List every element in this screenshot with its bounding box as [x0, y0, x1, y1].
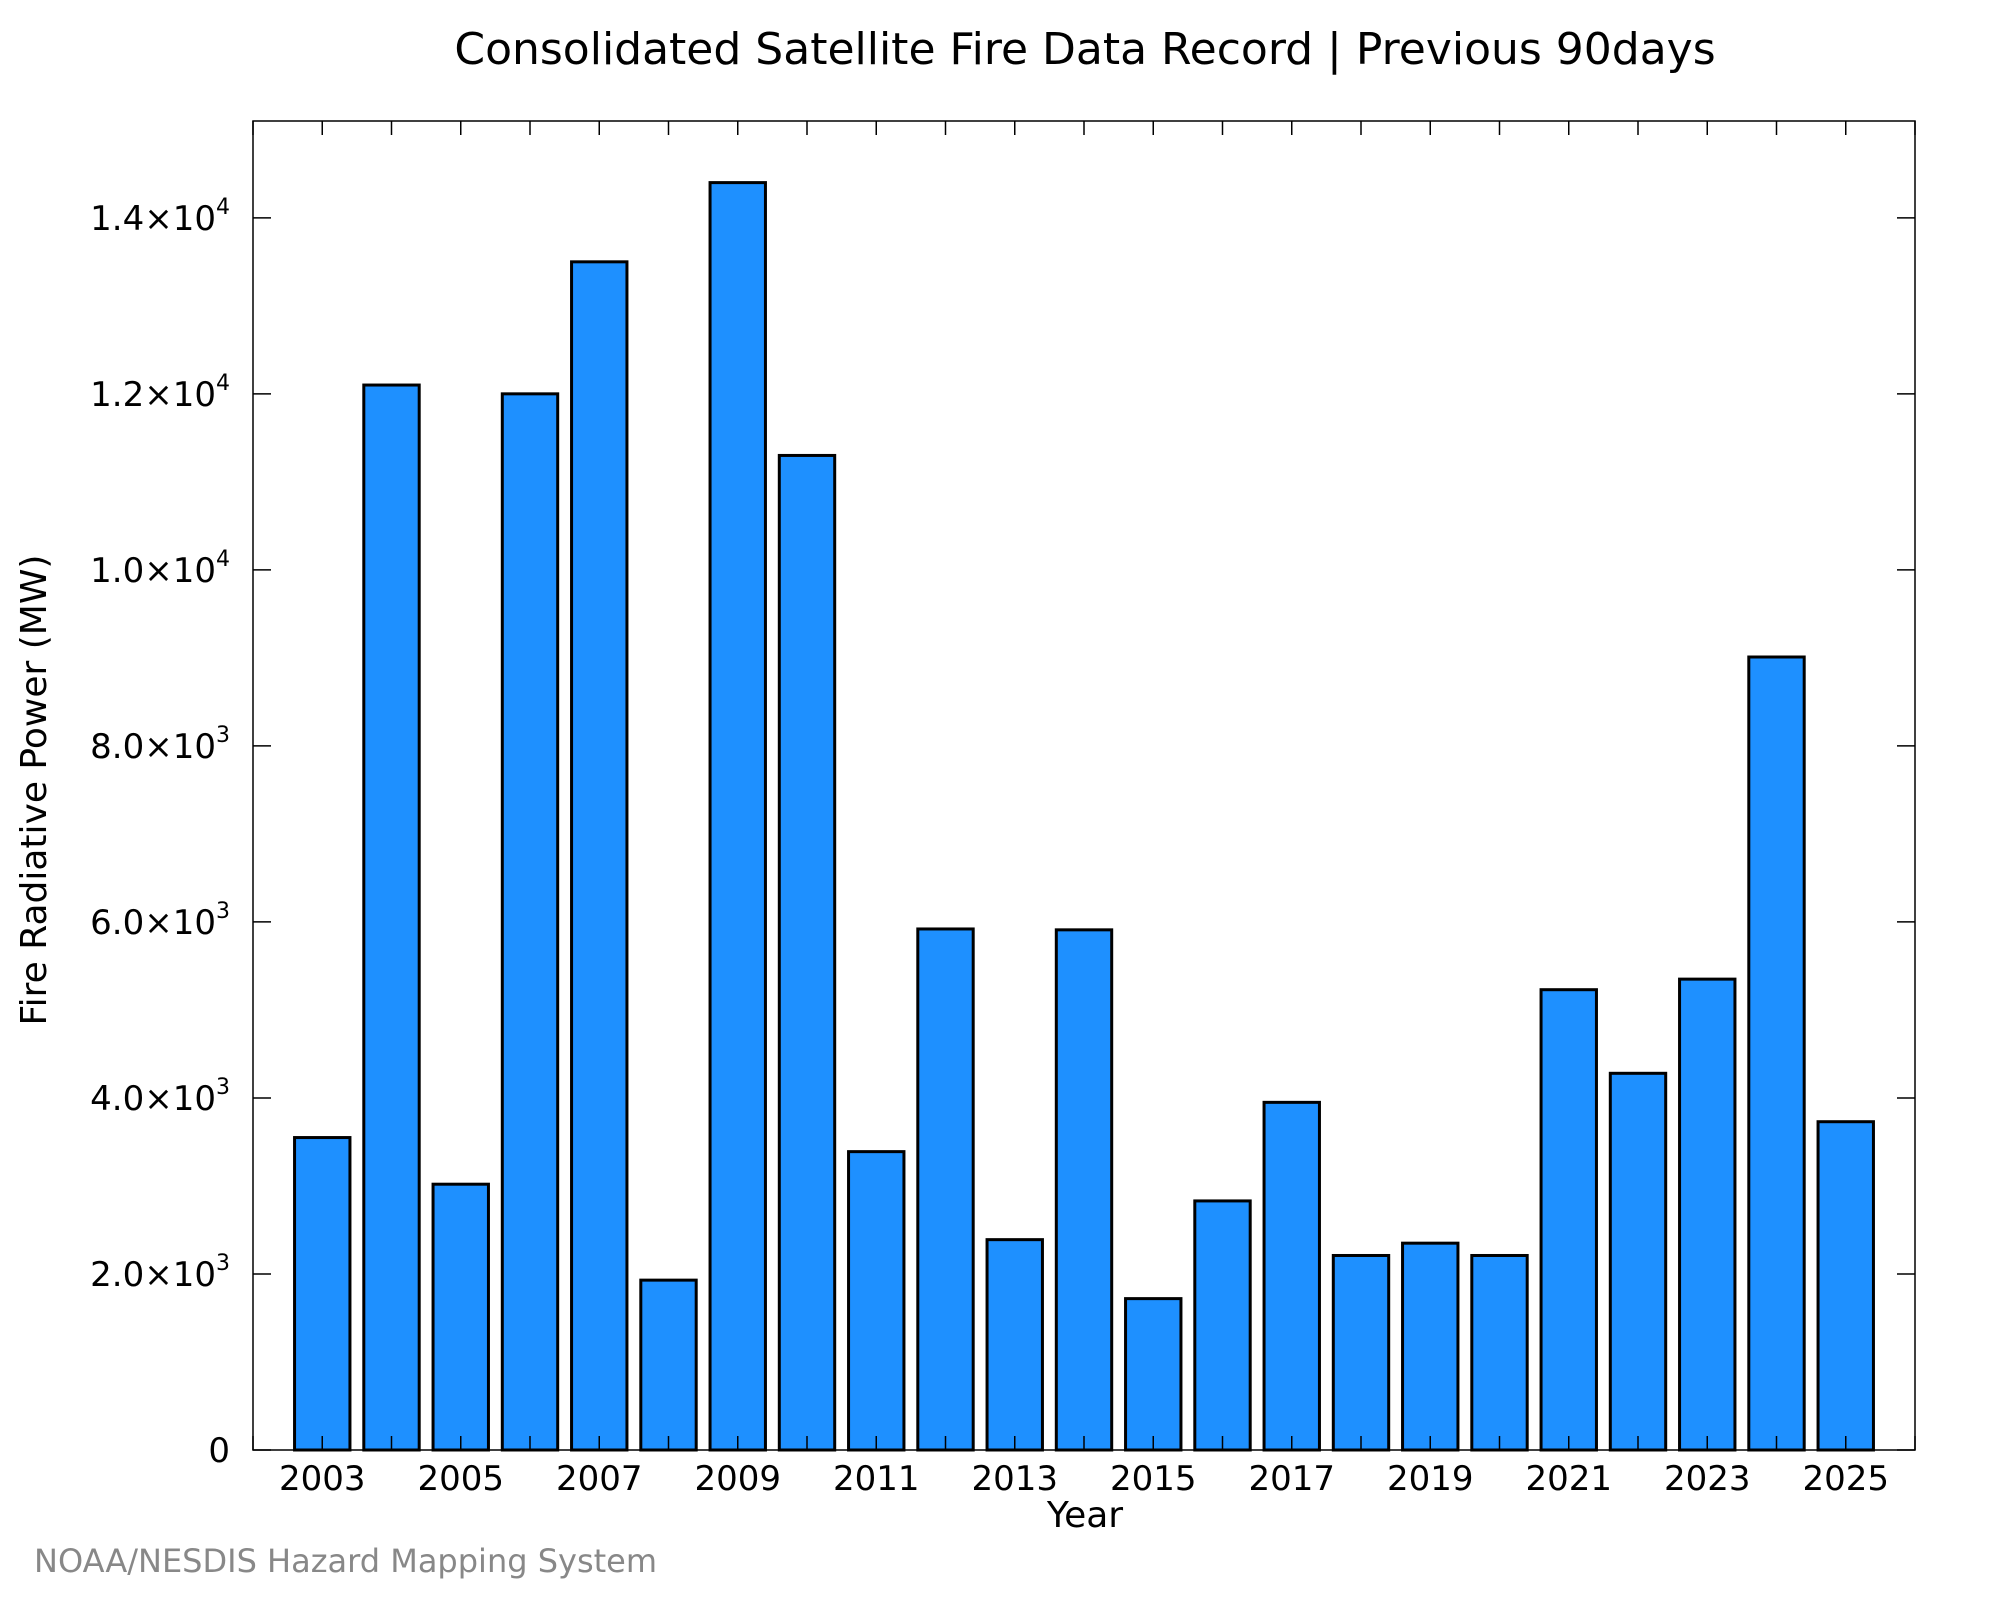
bar-2015 — [1124, 1297, 1183, 1452]
bar-2004 — [362, 383, 421, 1452]
x-tick-label-2013: 2013 — [971, 1459, 1058, 1499]
x-tick-label-2025: 2025 — [1802, 1459, 1889, 1499]
x-tick-label-2005: 2005 — [417, 1459, 504, 1499]
bar-2009 — [708, 181, 767, 1452]
x-axis-label: Year — [1046, 1495, 1123, 1536]
bar-2003 — [293, 1136, 352, 1452]
bar-2008 — [639, 1278, 698, 1452]
bar-2014 — [1054, 928, 1114, 1452]
bar-2025 — [1816, 1120, 1875, 1452]
x-tick-label-2019: 2019 — [1387, 1459, 1474, 1499]
x-tick-label-2021: 2021 — [1525, 1459, 1612, 1499]
y-tick-label-6000: 6.0×103 — [90, 899, 230, 943]
bar-2012 — [916, 927, 975, 1452]
x-tick-label-2003: 2003 — [279, 1459, 366, 1499]
y-tick-label-2000: 2.0×103 — [90, 1251, 230, 1295]
chart-title: Consolidated Satellite Fire Data Record … — [454, 24, 1715, 75]
x-tick-label-2015: 2015 — [1110, 1459, 1197, 1499]
y-tick-label-14000: 1.4×104 — [90, 195, 230, 239]
bar-2024 — [1747, 655, 1806, 1452]
y-tick-label-0: 0 — [208, 1431, 230, 1471]
x-tick-label-2017: 2017 — [1248, 1459, 1335, 1499]
bar-2010 — [777, 453, 837, 1452]
bar-2006 — [500, 392, 560, 1452]
bar-2022 — [1608, 1071, 1668, 1452]
x-tick-label-2009: 2009 — [694, 1459, 781, 1499]
bar-2021 — [1539, 988, 1598, 1452]
y-tick-label-4000: 4.0×103 — [90, 1075, 230, 1119]
plot-area: 2003 2005 2007 2009 2011 2013 2015 2017 2019 2021… — [90, 120, 1916, 1499]
bar-2016 — [1193, 1199, 1252, 1452]
bar-2007 — [570, 260, 629, 1452]
y-tick-label-8000: 8.0×103 — [90, 723, 230, 767]
y-tick-label-10000: 1.0×104 — [90, 547, 230, 591]
y-tick-label-12000: 1.2×104 — [90, 371, 230, 415]
x-tick-label-2011: 2011 — [833, 1459, 920, 1499]
x-tick-label-2007: 2007 — [556, 1459, 643, 1499]
bar-2013 — [985, 1238, 1044, 1452]
bar-2019 — [1401, 1241, 1460, 1452]
credit-text: NOAA/NESDIS Hazard Mapping System — [34, 1542, 657, 1580]
bar-2023 — [1678, 977, 1737, 1452]
bar-2005 — [431, 1182, 490, 1452]
bar-2011 — [847, 1150, 906, 1452]
y-axis-label: Fire Radiative Power (MW) — [14, 555, 55, 1026]
bar-2017 — [1262, 1100, 1321, 1452]
x-tick-label-2023: 2023 — [1664, 1459, 1751, 1499]
bar-2018 — [1331, 1253, 1391, 1452]
bar-2020 — [1470, 1253, 1529, 1452]
